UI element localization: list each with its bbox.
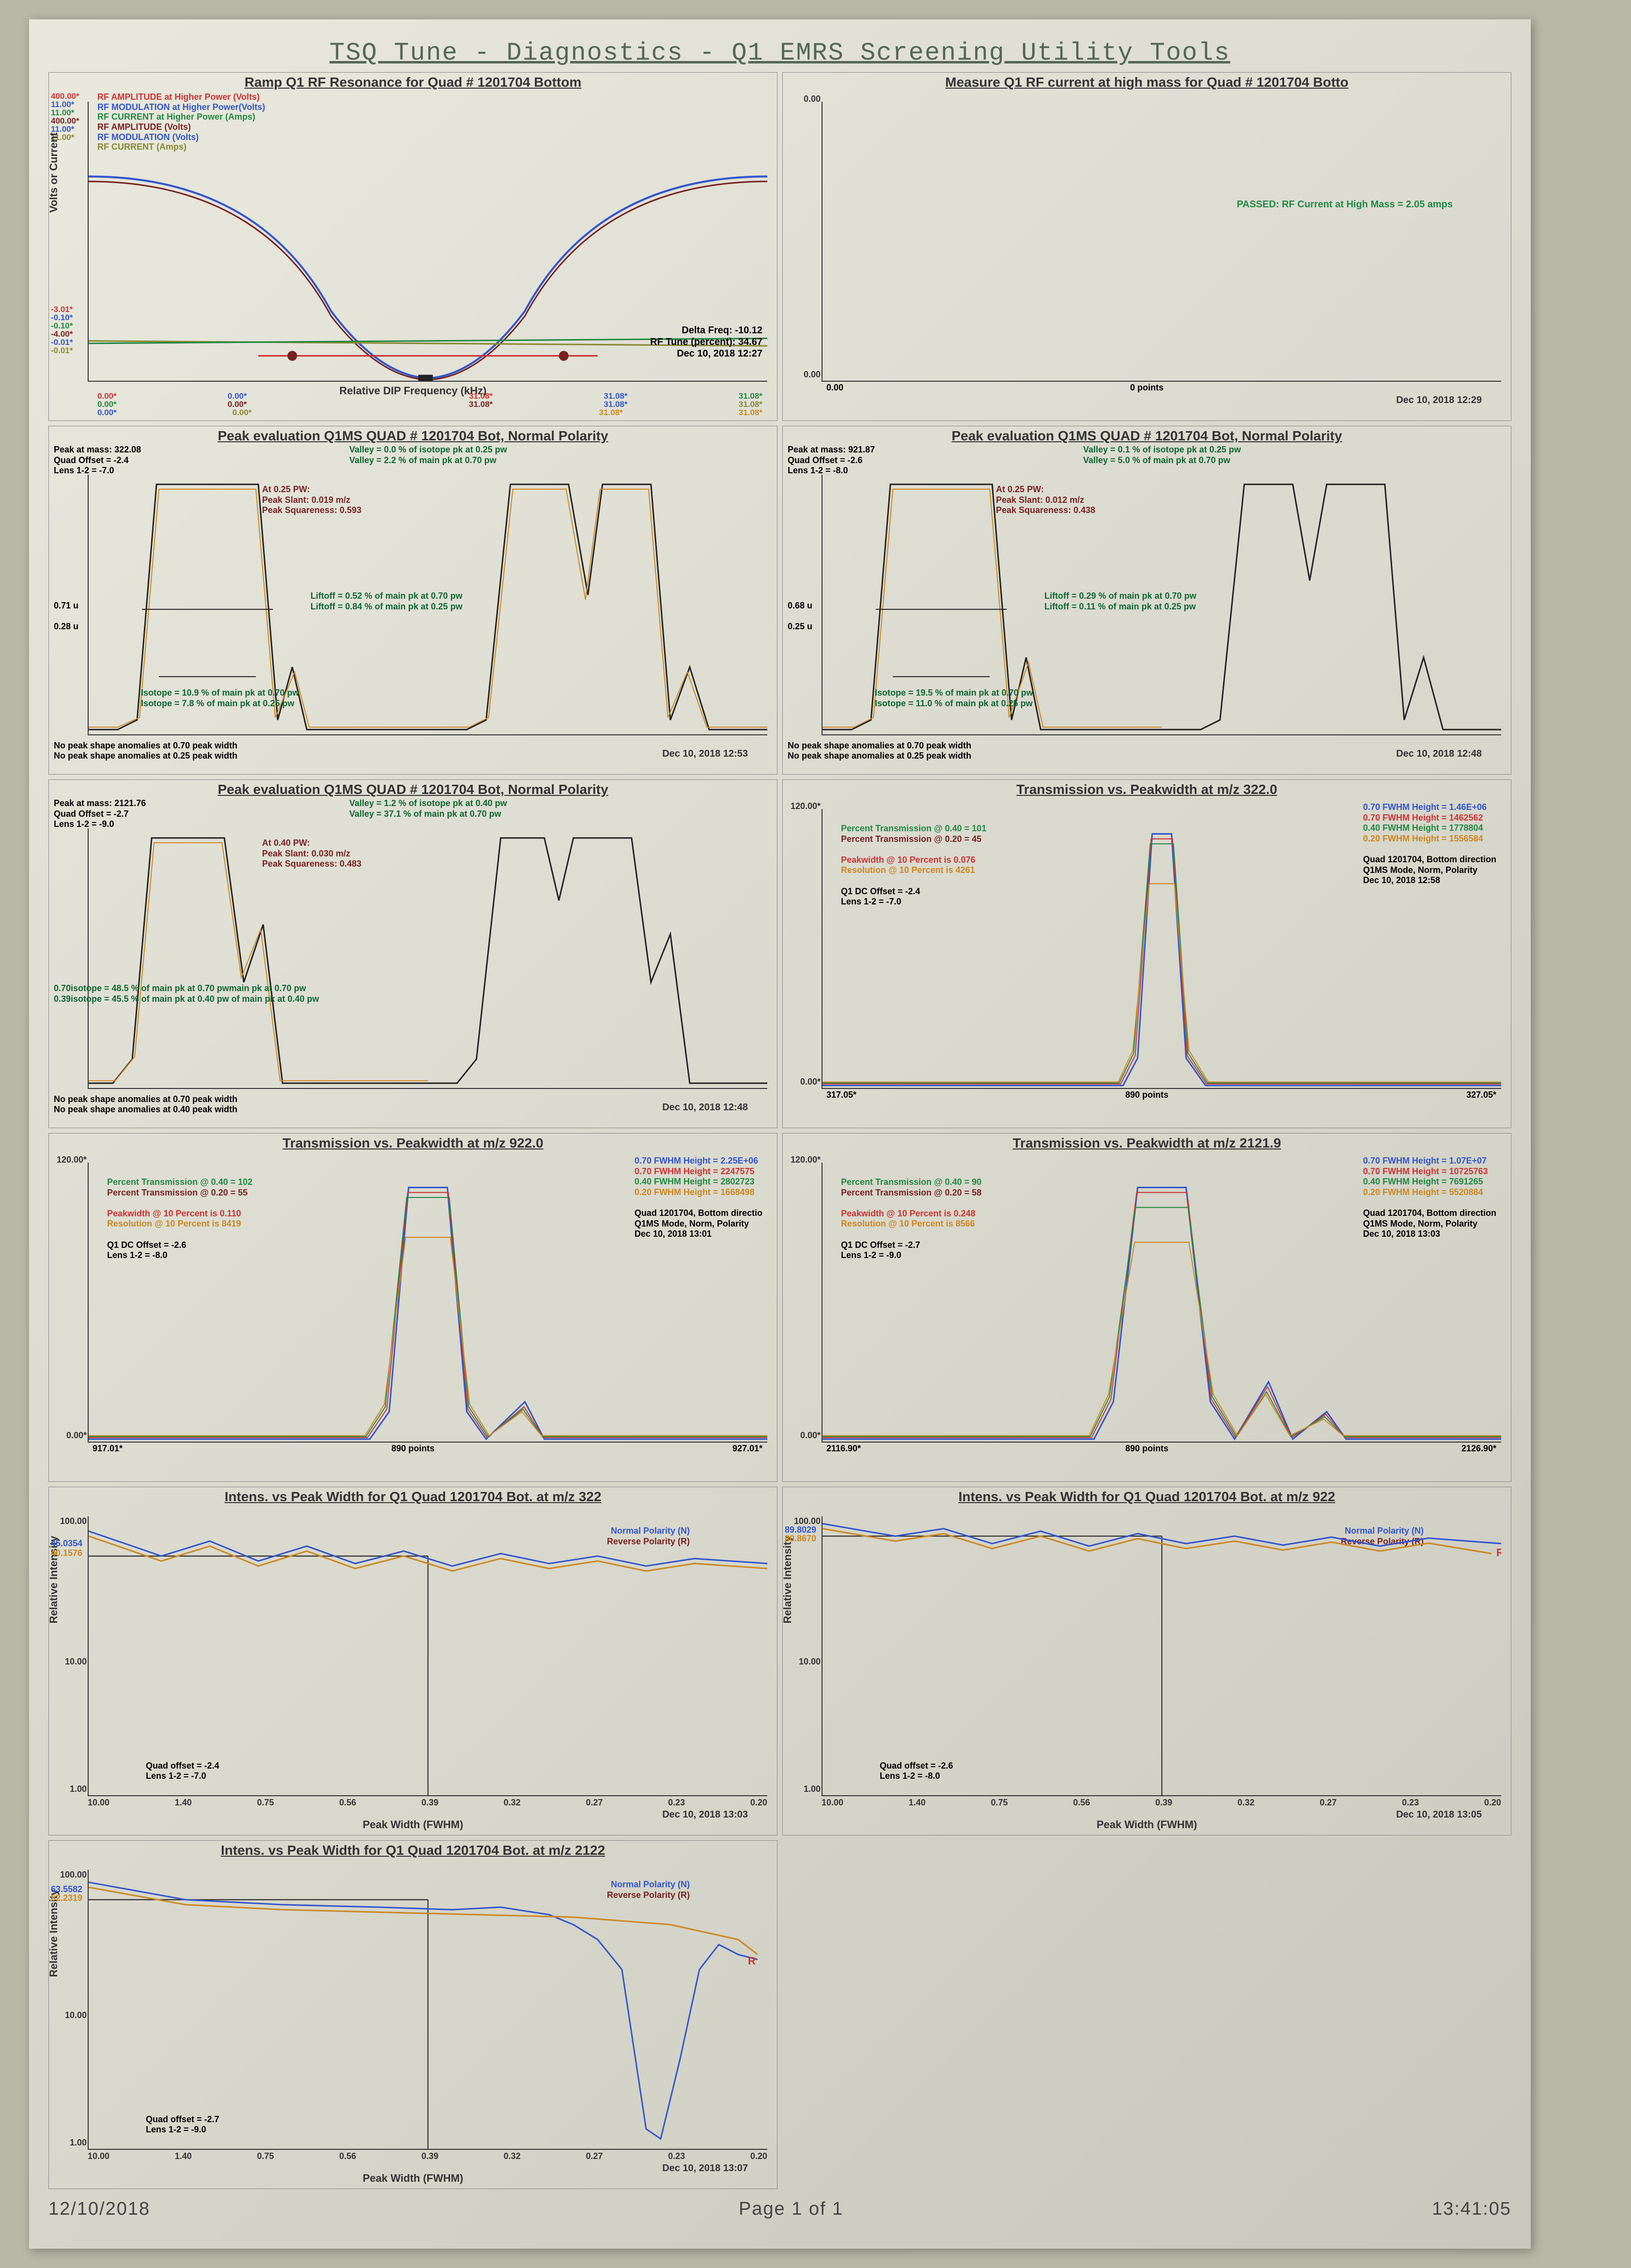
panel-title: Peak evaluation Q1MS QUAD # 1201704 Bot,… [49,426,777,445]
annotation-block: Delta Freq: -10.12 RF Tune (percent): 34… [650,325,762,359]
x-axis-label: Peak Width (FWHM) [363,1818,464,1831]
panel-title: Ramp Q1 RF Resonance for Quad # 1201704 … [49,73,777,91]
ytick: 0.00 [782,94,821,104]
panel-intens-2122: Intens. vs Peak Width for Q1 Quad 120170… [48,1840,777,2189]
xtick-row: 10.001.400.75 0.560.390.32 0.270.230.20 [88,2151,767,2161]
chart-area [822,102,1501,382]
chart-area: R [88,1870,767,2150]
chart-area [88,1163,767,1443]
footer-date: 12/10/2018 [48,2199,150,2220]
x-axis-label: Peak Width (FWHM) [363,2172,464,2185]
xtick-row: 10.001.400.75 0.560.390.32 0.270.230.20 [822,1798,1501,1808]
datestamp: Dec 10, 2018 13:03 [662,1809,748,1820]
footer-time: 13:41:05 [1432,2199,1511,2220]
panel-rf-current: Measure Q1 RF current at high mass for Q… [782,72,1511,421]
x-axis-label: Peak Width (FWHM) [1097,1818,1197,1831]
datestamp: Dec 10, 2018 12:48 [662,1102,748,1113]
datestamp: Dec 10, 2018 13:07 [662,2163,748,2174]
panel-peak-eval-922: Peak evaluation Q1MS QUAD # 1201704 Bot,… [782,426,1511,775]
panel-title: Transmission vs. Peakwidth at m/z 922.0 [49,1134,777,1152]
xtick: 0.00 [826,383,843,393]
panel-title: Intens. vs Peak Width for Q1 Quad 120170… [49,1841,777,1859]
panel-transmission-322: Transmission vs. Peakwidth at m/z 322.0 … [782,779,1511,1128]
datestamp: Dec 10, 2018 12:29 [1396,395,1482,406]
chart-grid: Ramp Q1 RF Resonance for Quad # 1201704 … [48,72,1511,2189]
panel-title: Peak evaluation Q1MS QUAD # 1201704 Bot,… [49,780,777,798]
page-footer: 12/10/2018 Page 1 of 1 13:41:05 [48,2189,1511,2220]
peak-curve [89,828,767,1088]
points-label: 0 points [1130,383,1164,393]
transmission-curve [823,809,1501,1088]
panel-title: Peak evaluation Q1MS QUAD # 1201704 Bot,… [783,426,1511,445]
transmission-curve [89,1163,767,1442]
panel-intens-922: Intens. vs Peak Width for Q1 Quad 120170… [782,1487,1511,1835]
panel-title: Transmission vs. Peakwidth at m/z 322.0 [783,780,1511,798]
passed-text: PASSED: RF Current at High Mass = 2.05 a… [1237,199,1453,210]
page-title: TSQ Tune - Diagnostics - Q1 EMRS Screeni… [48,39,1511,67]
y-axis-label: Relative Intensity [782,1536,794,1624]
panel-transmission-2122: Transmission vs. Peakwidth at m/z 2121.9… [782,1133,1511,1482]
svg-text:R: R [748,1955,756,1967]
ytick: 0.00 [782,370,821,380]
empty-panel [782,1840,1511,2189]
intens-curve [89,1516,767,1795]
datestamp: Dec 10, 2018 12:48 [1396,748,1482,760]
ytick: -0.01* [51,346,73,355]
transmission-curve [823,1163,1501,1442]
xtick-row: 10.001.400.75 0.560.390.32 0.270.230.20 [88,1798,767,1808]
chart-area [822,1163,1501,1443]
datestamp: Dec 10, 2018 13:05 [1396,1809,1482,1820]
datestamp: Dec 10, 2018 12:53 [662,748,748,760]
footer-page: Page 1 of 1 [739,2199,843,2220]
panel-intens-322: Intens. vs Peak Width for Q1 Quad 120170… [48,1487,777,1835]
svg-text:R: R [1496,1546,1501,1558]
diagnostic-report-page: TSQ Tune - Diagnostics - Q1 EMRS Screeni… [29,19,1531,2249]
chart-area [88,1516,767,1796]
panel-title: Intens. vs Peak Width for Q1 Quad 120170… [783,1487,1511,1506]
legend-entry: RF AMPLITUDE at Higher Power (Volts) [97,92,265,102]
intens-curve: R [89,1870,767,2149]
chart-area: R [822,1516,1501,1796]
y-axis-label: Volts or Current [48,132,60,213]
chart-area [88,828,767,1089]
panel-title: Measure Q1 RF current at high mass for Q… [783,73,1511,91]
panel-title: Intens. vs Peak Width for Q1 Quad 120170… [49,1487,777,1506]
panel-title: Transmission vs. Peakwidth at m/z 2121.9 [783,1134,1511,1152]
u-label: 0.71 u 0.28 u [54,601,78,632]
panel-peak-eval-2122: Peak evaluation Q1MS QUAD # 1201704 Bot,… [48,779,777,1128]
panel-rf-resonance: Ramp Q1 RF Resonance for Quad # 1201704 … [48,72,777,421]
panel-peak-eval-322: Peak evaluation Q1MS QUAD # 1201704 Bot,… [48,426,777,775]
intens-curve: R [823,1516,1501,1795]
chart-area [822,809,1501,1089]
panel-transmission-922: Transmission vs. Peakwidth at m/z 922.0 … [48,1133,777,1482]
